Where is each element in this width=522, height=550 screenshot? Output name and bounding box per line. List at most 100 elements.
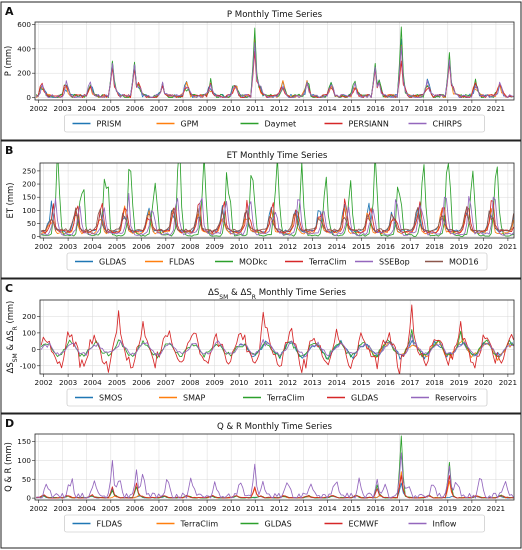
x-tick-label: 2018 bbox=[415, 504, 434, 513]
panel-label: D bbox=[5, 417, 14, 430]
x-tick-label: 2005 bbox=[102, 504, 120, 513]
x-tick-label: 2021 bbox=[499, 242, 517, 251]
y-tick-label: 250 bbox=[22, 166, 36, 175]
legend-label-inflow: Inflow bbox=[433, 520, 457, 529]
x-tick-label: 2012 bbox=[270, 104, 288, 113]
series-group bbox=[36, 435, 514, 499]
x-tick-label: 2005 bbox=[108, 378, 126, 387]
x-tick-label: 2011 bbox=[246, 104, 264, 113]
x-tick-label: 2007 bbox=[157, 378, 175, 387]
legend-label-gldas: GLDAS bbox=[99, 258, 126, 267]
panel-d: D Q & R Monthly Time Series 2002 2003 2004 20… bbox=[0, 413, 522, 549]
series-ssebop-line bbox=[41, 192, 514, 237]
y-tick-label: 0 bbox=[26, 494, 31, 503]
y-tick-label: 50 bbox=[22, 475, 32, 484]
series-group bbox=[35, 26, 514, 99]
legend-label-gldas: GLDAS bbox=[265, 520, 292, 529]
grid-lines bbox=[40, 163, 514, 238]
x-tick-label: 2017 bbox=[391, 104, 409, 113]
series-terraclim-line bbox=[40, 329, 514, 360]
panel-label: A bbox=[5, 5, 14, 18]
x-tick-label: 2009 bbox=[198, 504, 217, 513]
x-tick-label: 2010 bbox=[222, 104, 241, 113]
legend: PRISM GPM Daymet PERSIANN CHIRPS bbox=[64, 114, 485, 133]
x-tick-label: 2012 bbox=[279, 242, 297, 251]
legend-frame bbox=[66, 252, 488, 271]
chart-title: P Monthly Time Series bbox=[227, 10, 323, 20]
x-tick-label: 2004 bbox=[83, 378, 102, 387]
x-tick-label: 2006 bbox=[126, 504, 145, 513]
series-modkc-line bbox=[41, 163, 514, 237]
x-tick-label: 2018 bbox=[415, 104, 434, 113]
y-tick-label: 50 bbox=[27, 219, 37, 228]
x-tick-label: 2004 bbox=[78, 504, 97, 513]
y-tick-label: 600 bbox=[17, 20, 31, 29]
x-tick-label: 2014 bbox=[318, 104, 337, 113]
legend-label-chirps: CHIRPS bbox=[433, 120, 462, 129]
chart-title: ΔSSM & ΔSR Monthly Time Series bbox=[208, 288, 347, 301]
x-tick-label: 2007 bbox=[150, 104, 168, 113]
x-tick-label: 2006 bbox=[132, 378, 151, 387]
legend: GLDAS FLDAS MODkc TerraClim SSEBop MOD16 bbox=[66, 252, 488, 271]
x-tick-label: 2009 bbox=[198, 104, 217, 113]
y-axis-label: P (mm) bbox=[3, 46, 13, 77]
x-tick-label: 2010 bbox=[230, 242, 249, 251]
x-tick-label: 2002 bbox=[29, 104, 47, 113]
y-tick-label: 200 bbox=[22, 312, 36, 321]
x-tick-label: 2020 bbox=[474, 242, 493, 251]
panel-b: B ET Monthly Time Series 2002 2003 2004 2005 2… bbox=[0, 140, 522, 279]
x-tick-label: 2004 bbox=[78, 104, 97, 113]
x-tick-label: 2020 bbox=[474, 378, 493, 387]
x-tick-label: 2007 bbox=[150, 504, 168, 513]
x-tick-label: 2003 bbox=[59, 378, 77, 387]
x-tick-label: 2006 bbox=[132, 242, 151, 251]
x-tick-label: 2011 bbox=[254, 242, 272, 251]
legend-label-smos: SMOS bbox=[99, 394, 122, 403]
legend-label-ssebop: SSEBop bbox=[379, 258, 410, 267]
x-tick-label: 2015 bbox=[352, 242, 370, 251]
series-chirps-line bbox=[36, 42, 514, 99]
legend-label-gldas: GLDAS bbox=[351, 394, 378, 403]
x-tick-label: 2019 bbox=[439, 504, 458, 513]
x-tick-label: 2005 bbox=[108, 242, 126, 251]
axes-frame bbox=[34, 21, 515, 101]
x-tick-label: 2021 bbox=[487, 104, 505, 113]
axes-frame bbox=[39, 162, 515, 239]
panel-label: B bbox=[5, 144, 13, 157]
x-tick-label: 2019 bbox=[450, 242, 469, 251]
series-terraclim-line bbox=[41, 198, 514, 234]
x-tick-label: 2009 bbox=[206, 242, 225, 251]
x-tick-label: 2019 bbox=[439, 104, 458, 113]
y-tick-label: 100 bbox=[22, 328, 36, 337]
x-tick-label: 2021 bbox=[487, 504, 505, 513]
y-tick-label: 200 bbox=[17, 69, 31, 78]
legend: FLDAS TerraClim GLDAS ECMWF Inflow bbox=[64, 514, 485, 533]
legend-label-terraclim: TerraClim bbox=[180, 520, 219, 529]
y-tick-label: 0 bbox=[26, 93, 31, 102]
y-tick-label: 0 bbox=[31, 232, 36, 241]
x-tick-label: 2016 bbox=[377, 378, 396, 387]
x-tick-label: 2014 bbox=[328, 378, 347, 387]
x-tick-label: 2021 bbox=[499, 378, 517, 387]
legend: SMOS SMAP TerraClim GLDAS Reservoirs bbox=[66, 388, 488, 407]
x-tick-label: 2012 bbox=[270, 504, 288, 513]
x-tick-label: 2016 bbox=[377, 242, 396, 251]
legend-label-reservoirs: Reservoirs bbox=[435, 394, 477, 403]
x-tick-label: 2007 bbox=[157, 242, 175, 251]
axes-frame bbox=[34, 433, 515, 501]
y-tick-label: 150 bbox=[22, 193, 36, 202]
x-tick-label: 2002 bbox=[29, 504, 47, 513]
x-tick-label: 2003 bbox=[54, 504, 72, 513]
y-axis-label: Q & R (mm) bbox=[3, 442, 13, 492]
y-tick-label: -100 bbox=[20, 361, 37, 370]
series-ecmwf-line bbox=[36, 475, 514, 499]
x-tick-label: 2008 bbox=[174, 504, 193, 513]
chart-title: Q & R Monthly Time Series bbox=[217, 422, 332, 432]
legend-label-fldas: FLDAS bbox=[169, 258, 195, 267]
x-tick-label: 2003 bbox=[54, 104, 72, 113]
legend-label-persiann: PERSIANN bbox=[349, 120, 389, 129]
x-tick-label: 2013 bbox=[303, 378, 321, 387]
x-tick-label: 2015 bbox=[342, 504, 360, 513]
x-tick-label: 2017 bbox=[401, 378, 419, 387]
